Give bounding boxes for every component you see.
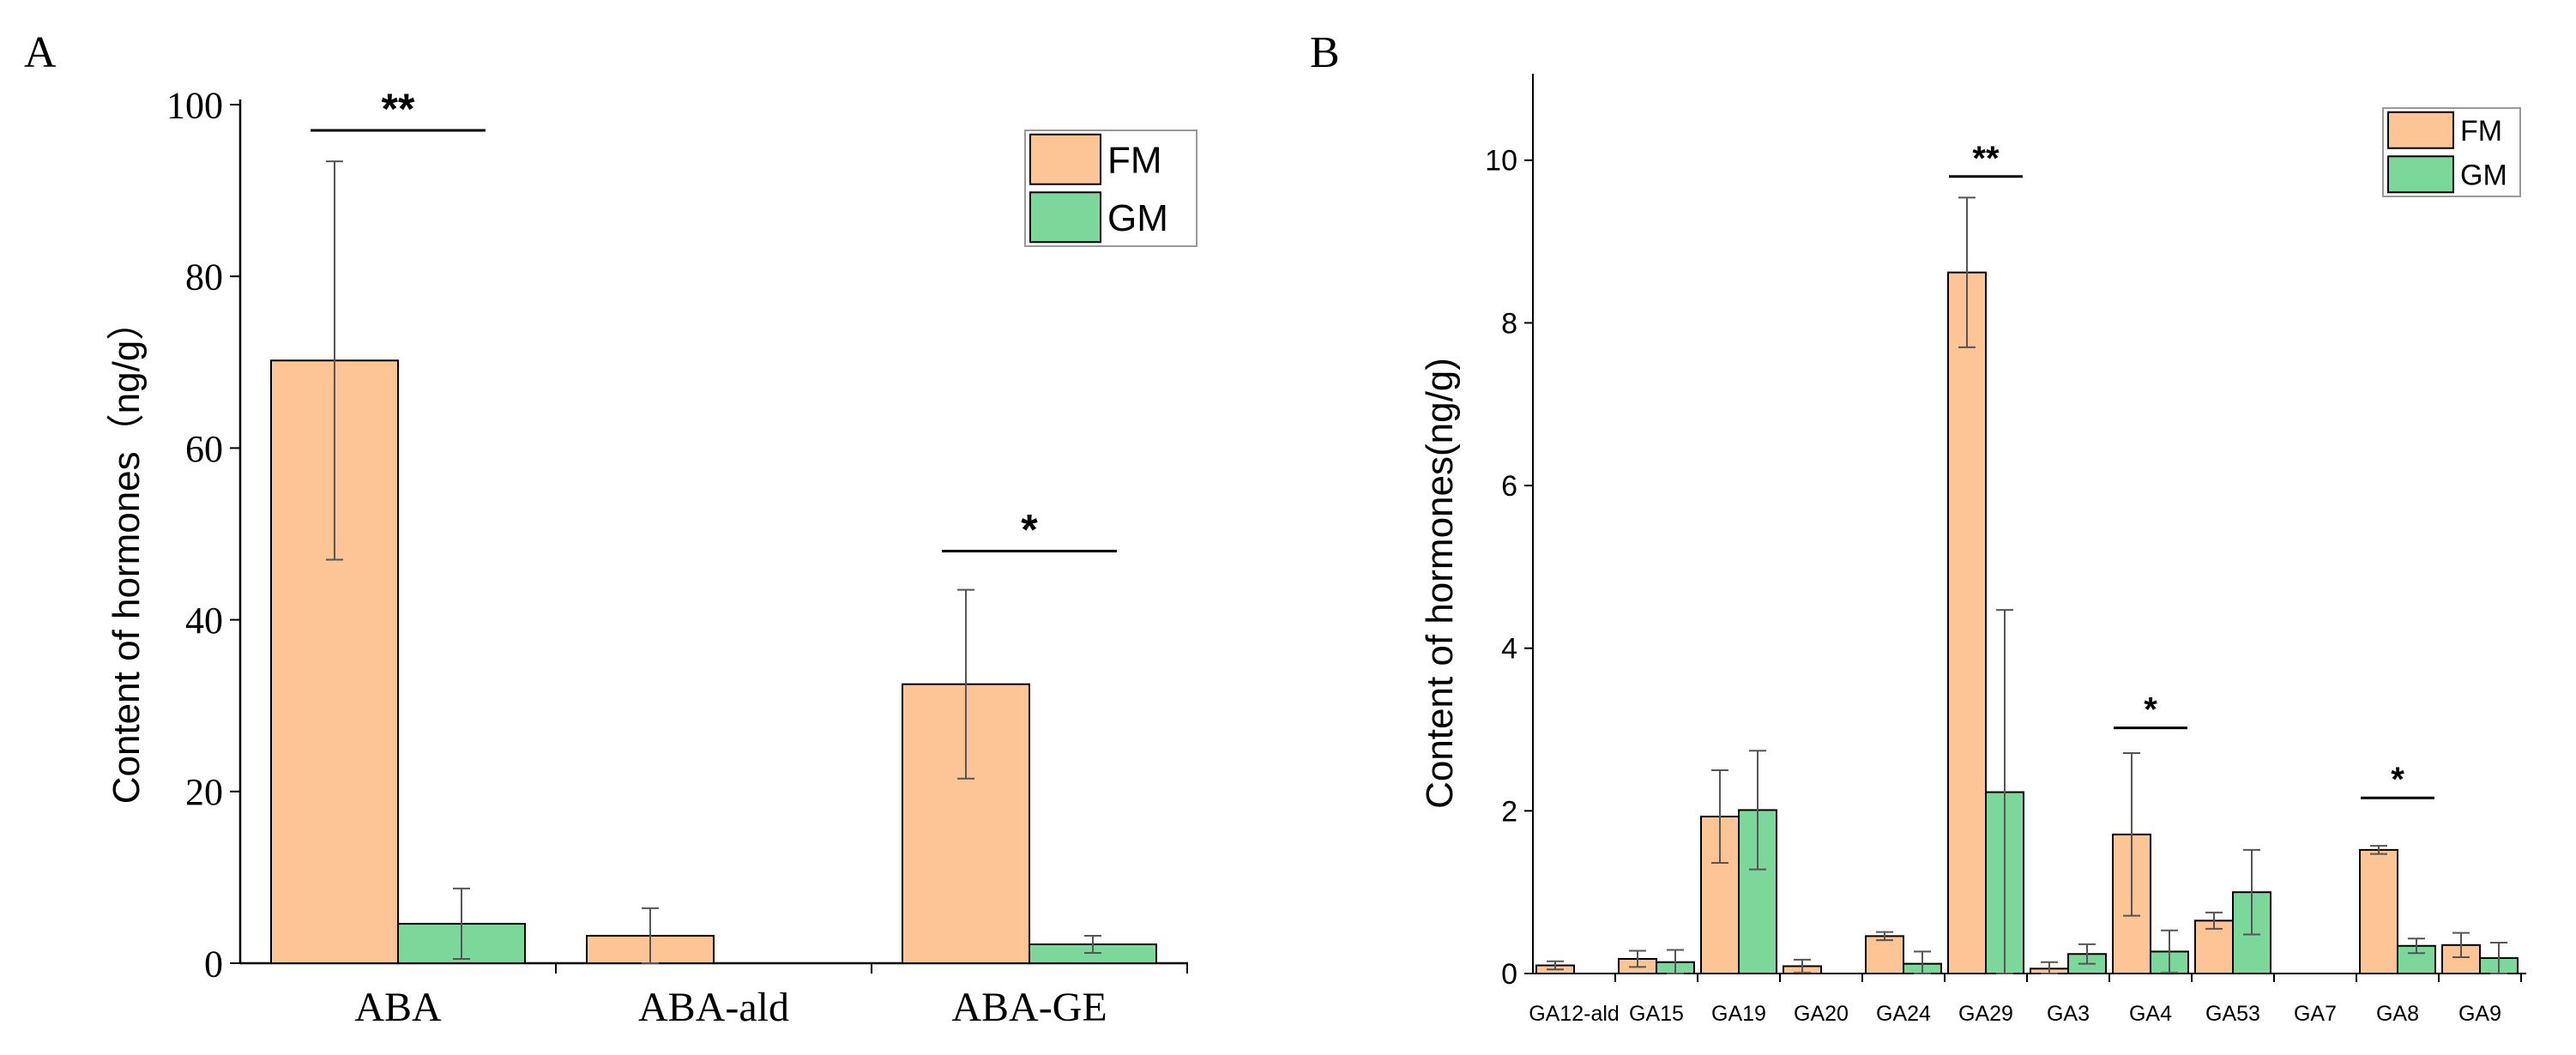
significance-label: * <box>1021 506 1038 554</box>
significance-label: * <box>2391 761 2404 799</box>
significance-label: ** <box>1972 140 2000 178</box>
x-tick-label: GA7 <box>2294 1002 2337 1026</box>
y-tick-label: 2 <box>1501 795 1517 828</box>
x-tick-label: GA9 <box>2458 1002 2501 1026</box>
y-tick-label: 6 <box>1501 470 1517 503</box>
legend-label-gm: GM <box>1107 197 1168 239</box>
legend-swatch-gm <box>1029 191 1101 244</box>
x-tick-label: GA4 <box>2129 1002 2172 1026</box>
y-tick-label: 80 <box>185 256 223 298</box>
panel-a-letter: A <box>24 28 57 77</box>
x-tick-label: GA24 <box>1876 1002 1931 1026</box>
y-tick-label: 0 <box>1501 958 1517 991</box>
x-tick-label: GA53 <box>2205 1002 2260 1026</box>
y-tick-label: 20 <box>185 771 223 813</box>
x-tick-label: ABA-GE <box>951 985 1107 1030</box>
legend-label-fm: FM <box>2460 115 2502 148</box>
significance-label: * <box>2144 691 2157 729</box>
x-tick-label: ABA <box>354 985 442 1030</box>
panel-a-y-axis-label: Content of hormones（ng/g） <box>106 303 148 805</box>
y-tick-label: 10 <box>1485 145 1517 178</box>
bar-fm-ga29 <box>1947 271 1987 974</box>
bar-fm-ga8 <box>2359 848 2398 974</box>
legend-swatch-fm <box>2387 111 2454 149</box>
legend-swatch-gm <box>2387 155 2454 194</box>
x-tick-label: GA29 <box>1958 1002 2013 1026</box>
y-tick-label: 0 <box>204 943 223 985</box>
panel-b-letter: B <box>1310 28 1340 77</box>
x-tick-label: ABA-ald <box>638 985 789 1030</box>
y-tick-label: 100 <box>166 84 223 126</box>
panel-a: A Content of hormones（ng/g） 0 20 40 60 80 100… <box>24 28 1198 1030</box>
panel-b: B Content of hormones(ng/g) 0 2 4 6 8 10 GA12-… <box>1310 28 2526 1026</box>
panel-b-y-axis-label: Content of hormones(ng/g) <box>1419 358 1461 809</box>
legend-label-gm: GM <box>2460 159 2507 191</box>
x-tick-label: GA3 <box>2047 1002 2090 1026</box>
legend-label-fm: FM <box>1107 140 1162 182</box>
y-tick-label: 60 <box>185 428 223 470</box>
x-tick-label: GA12-ald <box>1529 1002 1620 1026</box>
y-tick-label: 8 <box>1501 307 1517 340</box>
bar-fm-ga24 <box>1865 935 1904 975</box>
y-tick-label: 4 <box>1501 633 1517 666</box>
legend-swatch-fm <box>1029 133 1101 185</box>
y-tick-label: 40 <box>185 600 223 642</box>
significance-label: ** <box>382 85 415 133</box>
x-tick-label: GA19 <box>1711 1002 1766 1026</box>
x-tick-label: GA20 <box>1794 1002 1849 1026</box>
x-tick-label: GA15 <box>1629 1002 1684 1026</box>
x-tick-label: GA8 <box>2376 1002 2419 1026</box>
